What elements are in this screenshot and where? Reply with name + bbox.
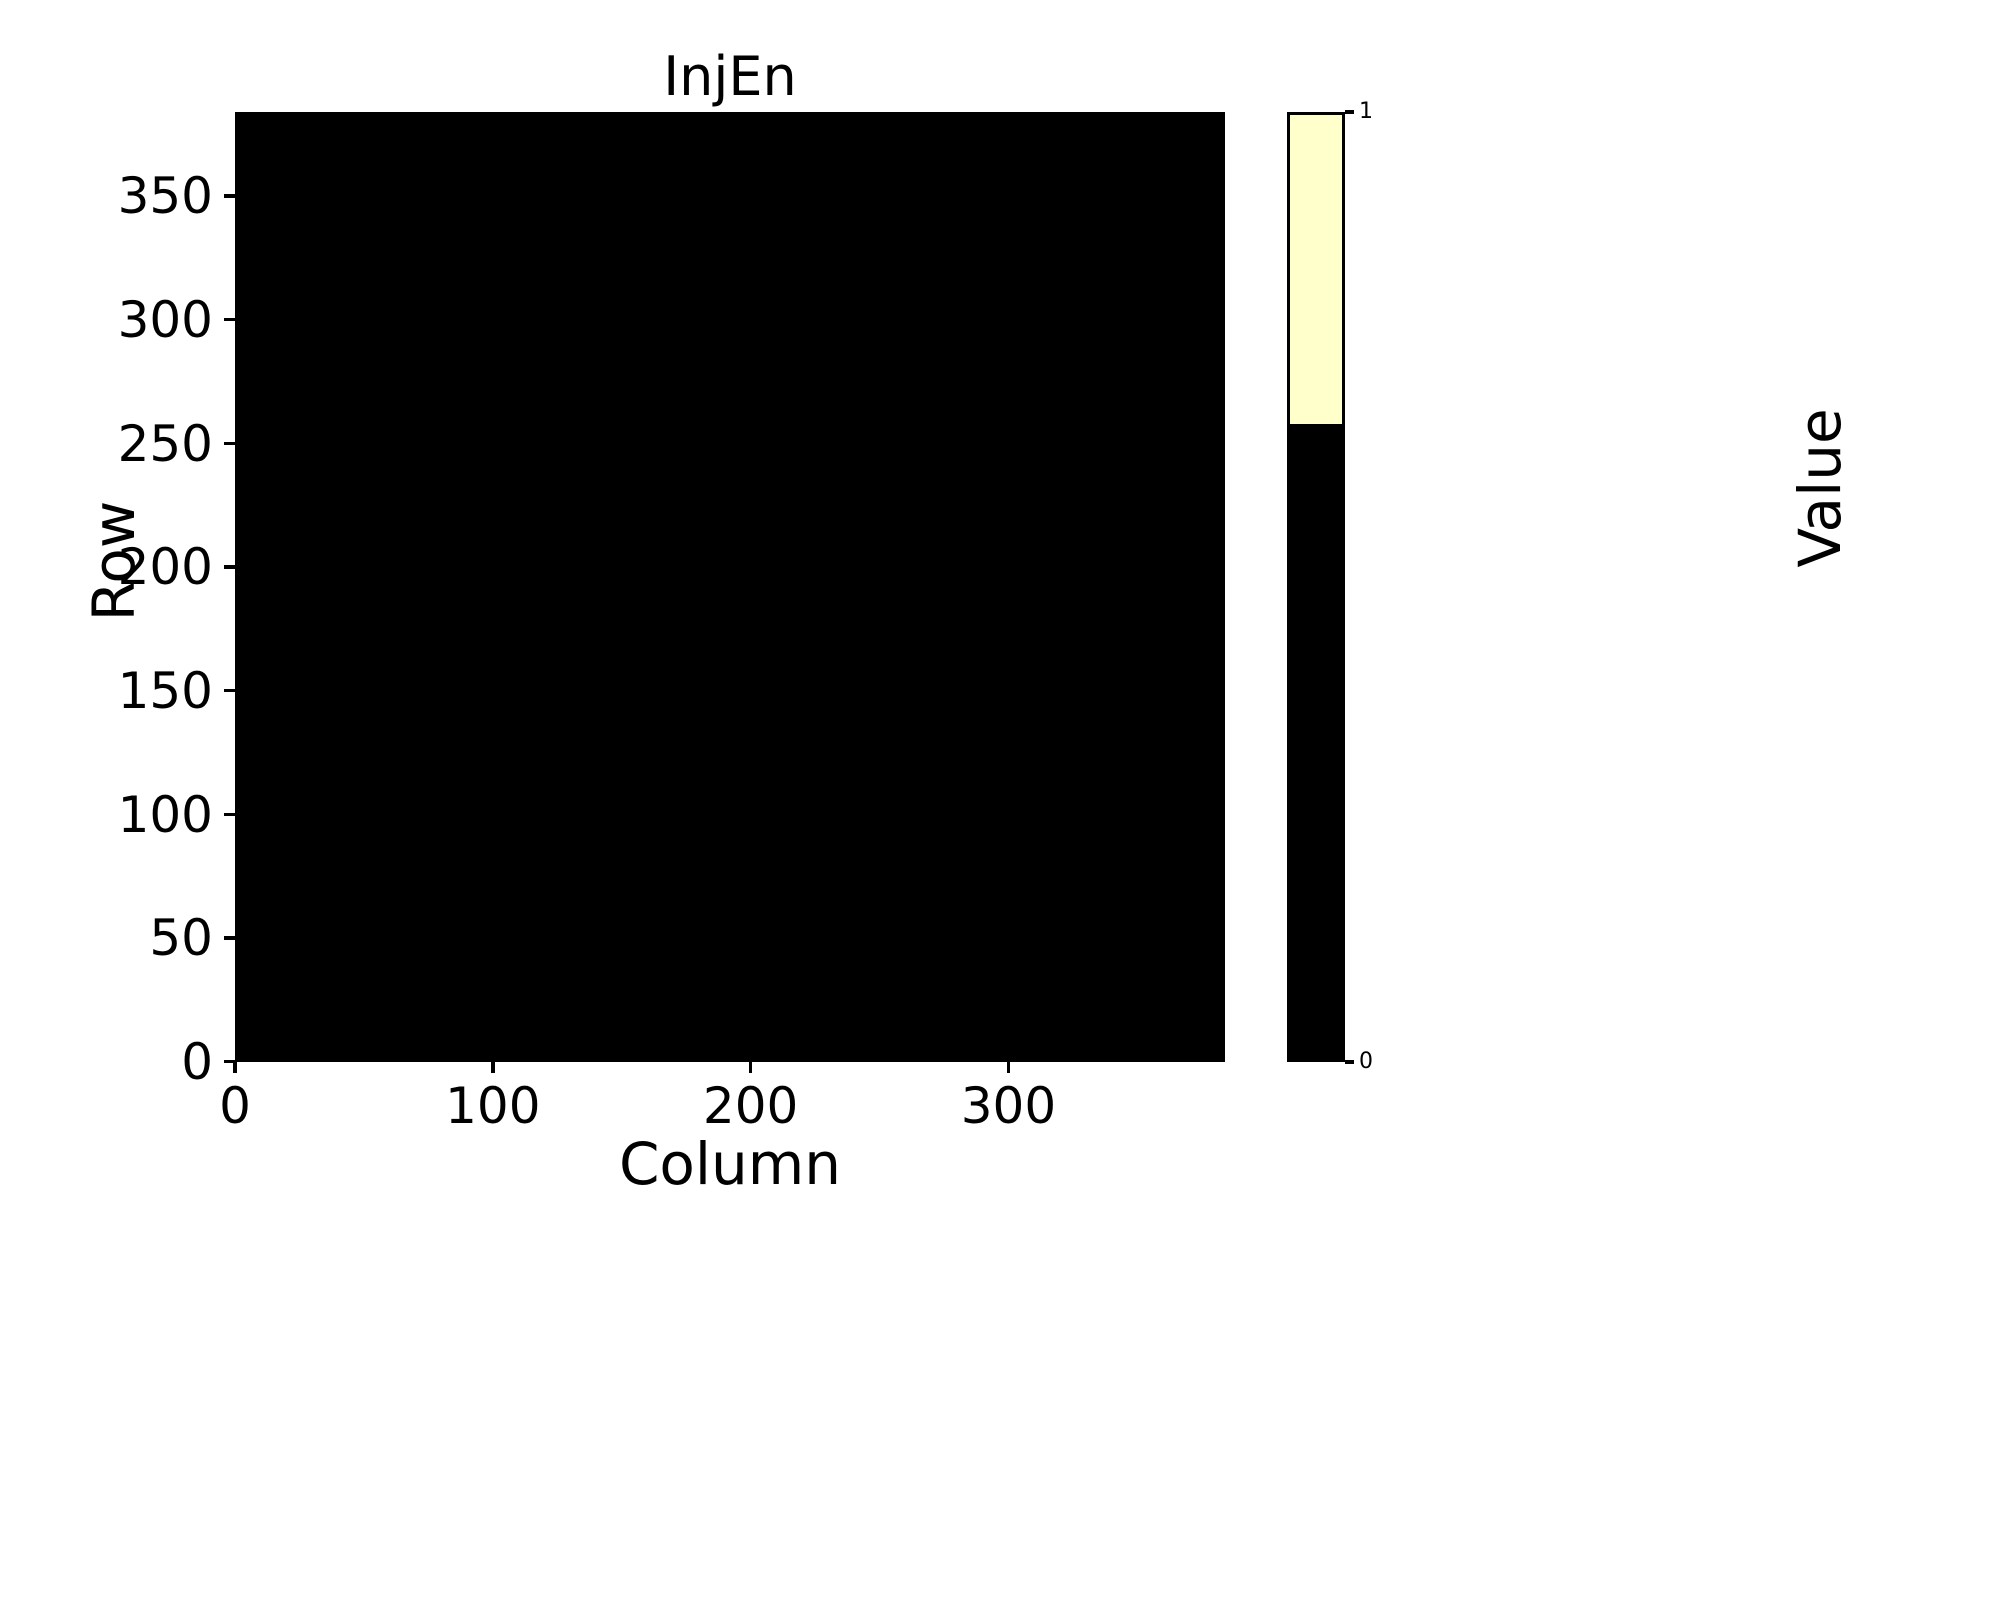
- colorbar-segment-high: [1290, 115, 1342, 424]
- heatmap-axes[interactable]: [235, 112, 1225, 1062]
- colorbar-label: Value: [1786, 408, 1854, 568]
- x-tick-mark: [748, 1062, 753, 1073]
- y-tick-mark: [224, 688, 235, 693]
- y-tick-label: 300: [117, 290, 213, 349]
- colorbar-tick-label: 1: [1359, 99, 1373, 124]
- colorbar-tick-label: 0: [1359, 1049, 1373, 1074]
- y-tick-label: 100: [117, 785, 213, 844]
- colorbar-gradient: [1290, 115, 1342, 1059]
- x-tick-label: 300: [960, 1077, 1057, 1135]
- y-tick-label: 250: [117, 414, 213, 473]
- colorbar-segment-low: [1290, 423, 1342, 1059]
- y-tick-label: 150: [117, 661, 213, 720]
- colorbar[interactable]: [1287, 112, 1345, 1062]
- x-tick-label: 200: [702, 1077, 799, 1135]
- y-tick-mark: [224, 441, 235, 445]
- y-tick-label: 200: [117, 538, 213, 597]
- y-tick-mark: [224, 317, 235, 322]
- y-tick-mark: [224, 194, 235, 198]
- y-tick-mark: [224, 936, 235, 940]
- colorbar-tick-mark: [1345, 1060, 1354, 1064]
- y-tick-mark: [224, 812, 235, 816]
- x-tick-mark: [1006, 1062, 1011, 1073]
- page-title: InjEn: [663, 45, 797, 108]
- x-tick-label: 100: [445, 1077, 541, 1135]
- x-axis-label: Column: [618, 1130, 842, 1198]
- colorbar-tick-mark: [1345, 110, 1354, 114]
- heatmap-image: [235, 112, 1225, 1062]
- y-tick-mark: [224, 1060, 235, 1064]
- y-tick-label: 0: [181, 1033, 213, 1091]
- y-tick-mark: [224, 565, 235, 569]
- y-tick-label: 50: [149, 909, 213, 968]
- x-tick-mark: [233, 1062, 237, 1073]
- x-tick-mark: [491, 1062, 495, 1073]
- x-tick-label: 0: [219, 1077, 251, 1135]
- y-tick-label: 350: [117, 167, 213, 226]
